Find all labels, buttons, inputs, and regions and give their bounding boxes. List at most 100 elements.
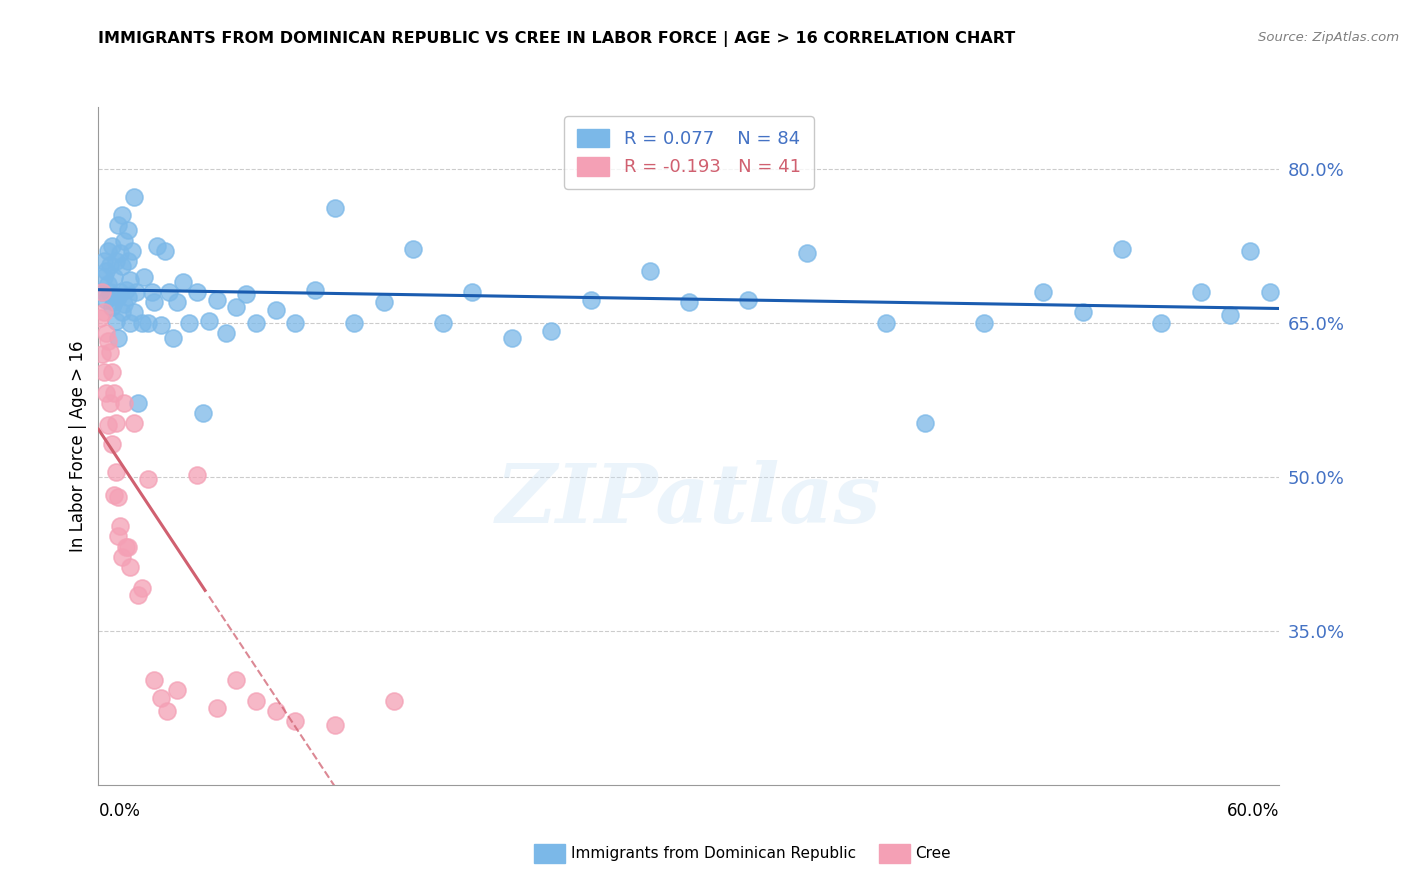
Point: [737, 293, 759, 307]
Point: [1150, 316, 1173, 330]
Point: [678, 295, 700, 310]
Point: [197, 314, 219, 328]
Point: [264, 303, 287, 318]
Point: [432, 316, 454, 330]
Point: [875, 316, 897, 330]
Point: [638, 264, 661, 278]
Point: [402, 242, 425, 256]
Point: [125, 285, 148, 299]
Point: [131, 316, 153, 330]
Point: [122, 417, 145, 431]
Point: [101, 365, 124, 379]
Point: [105, 417, 128, 431]
Point: [103, 295, 125, 310]
Point: [97, 334, 120, 349]
Point: [284, 714, 307, 729]
Point: [98, 285, 121, 299]
Point: [117, 254, 139, 268]
Point: [107, 529, 129, 543]
Point: [105, 465, 128, 479]
Point: [205, 293, 228, 307]
Text: Cree: Cree: [915, 847, 950, 861]
Point: [191, 406, 214, 420]
Point: [1239, 244, 1261, 258]
Point: [107, 491, 129, 505]
Text: Immigrants from Dominican Republic: Immigrants from Dominican Republic: [571, 847, 856, 861]
Point: [91, 285, 114, 299]
Point: [177, 316, 200, 330]
Point: [98, 396, 121, 410]
Point: [235, 287, 257, 301]
Point: [101, 437, 124, 451]
Point: [146, 238, 169, 252]
Text: Source: ZipAtlas.com: Source: ZipAtlas.com: [1258, 31, 1399, 45]
Point: [103, 385, 125, 400]
Point: [186, 467, 208, 482]
Point: [98, 258, 121, 272]
Point: [141, 285, 163, 299]
Point: [111, 549, 134, 564]
Point: [93, 365, 115, 379]
Point: [108, 519, 131, 533]
Point: [373, 295, 395, 310]
Point: [382, 694, 405, 708]
Point: [96, 326, 118, 340]
Point: [186, 285, 208, 299]
Point: [108, 246, 131, 260]
Point: [118, 560, 141, 574]
Point: [101, 238, 124, 252]
Point: [96, 385, 118, 400]
Point: [343, 316, 366, 330]
Point: [166, 295, 188, 310]
Point: [157, 285, 180, 299]
Text: IMMIGRANTS FROM DOMINICAN REPUBLIC VS CREE IN LABOR FORCE | AGE > 16 CORRELATION: IMMIGRANTS FROM DOMINICAN REPUBLIC VS CR…: [98, 31, 1015, 47]
Point: [132, 269, 155, 284]
Point: [103, 488, 125, 502]
Point: [461, 285, 484, 299]
Point: [101, 301, 124, 315]
Point: [93, 305, 115, 319]
Point: [112, 234, 135, 248]
Point: [142, 295, 165, 310]
Point: [107, 218, 129, 232]
Point: [1071, 305, 1094, 319]
Y-axis label: In Labor Force | Age > 16: In Labor Force | Age > 16: [69, 340, 87, 552]
Text: 60.0%: 60.0%: [1227, 802, 1279, 820]
Point: [121, 244, 143, 258]
Point: [150, 318, 173, 332]
Point: [501, 331, 523, 345]
Point: [215, 326, 238, 340]
Point: [172, 275, 194, 289]
Point: [155, 244, 177, 258]
Point: [136, 472, 159, 486]
Point: [105, 314, 128, 328]
Point: [540, 324, 562, 338]
Point: [108, 285, 131, 299]
Point: [973, 316, 995, 330]
Point: [1258, 285, 1281, 299]
Point: [131, 581, 153, 595]
Point: [96, 293, 118, 307]
Point: [136, 316, 159, 330]
Point: [115, 540, 138, 554]
Point: [166, 683, 188, 698]
Point: [111, 259, 134, 273]
Point: [111, 305, 134, 319]
Point: [225, 673, 247, 688]
Point: [914, 417, 936, 431]
Point: [1111, 242, 1133, 256]
Point: [579, 293, 602, 307]
Point: [127, 588, 149, 602]
Point: [323, 718, 346, 732]
Point: [122, 190, 145, 204]
Point: [127, 396, 149, 410]
Point: [245, 694, 267, 708]
Point: [264, 704, 287, 718]
Point: [91, 285, 114, 299]
Point: [284, 316, 307, 330]
Legend: R = 0.077    N = 84, R = -0.193   N = 41: R = 0.077 N = 84, R = -0.193 N = 41: [564, 116, 814, 189]
Text: 0.0%: 0.0%: [98, 802, 141, 820]
Point: [323, 201, 346, 215]
Point: [245, 316, 267, 330]
Point: [93, 269, 115, 284]
